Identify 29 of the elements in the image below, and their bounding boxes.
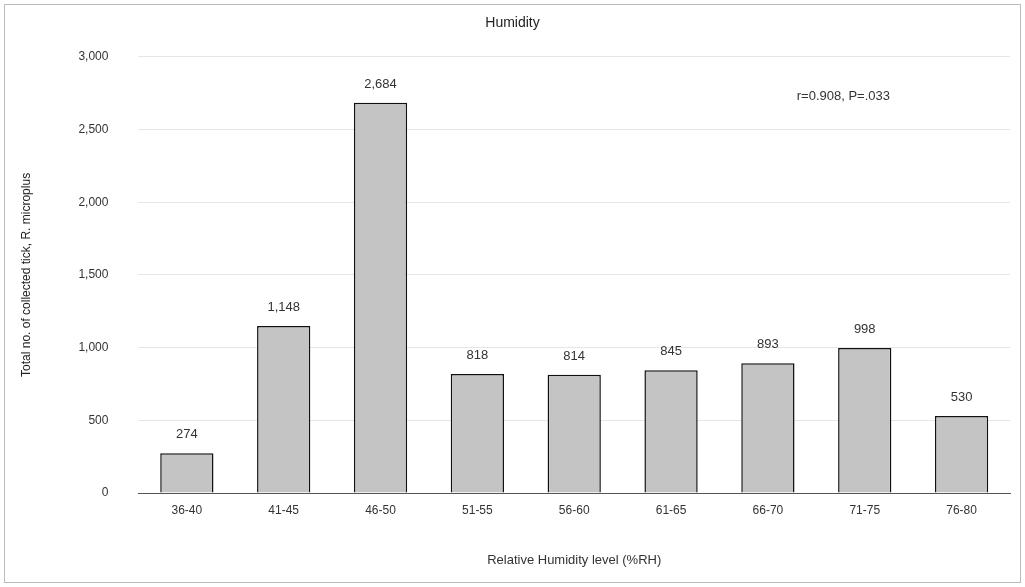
x-tick-label: 56-60 <box>558 502 590 517</box>
data-label: 845 <box>660 343 682 359</box>
y-tick-label: 2,000 <box>78 194 109 209</box>
x-tick-label: 71-75 <box>849 502 881 517</box>
data-label: 2,684 <box>364 75 397 91</box>
y-tick-label: 1,500 <box>78 267 109 282</box>
x-tick-label: 76-80 <box>946 502 978 517</box>
annotation: r=0.908, P=.033 <box>796 88 890 104</box>
data-label: 814 <box>563 347 586 363</box>
y-tick-label: 0 <box>101 485 109 500</box>
x-axis-title: Relative Humidity level (%RH) <box>487 551 662 567</box>
data-label: 818 <box>466 347 489 363</box>
data-label: 530 <box>950 389 973 405</box>
data-label: 1,148 <box>267 299 300 315</box>
data-label: 893 <box>757 336 779 352</box>
chart-title: Humidity <box>485 14 540 31</box>
x-tick-label: 46-50 <box>365 502 397 517</box>
y-tick-label: 1,000 <box>78 339 109 354</box>
data-label: 274 <box>176 426 198 442</box>
x-tick-label: 51-55 <box>462 502 494 517</box>
data-label: 998 <box>853 320 876 336</box>
x-tick-label: 36-40 <box>171 502 203 517</box>
x-tick-label: 61-65 <box>655 502 687 517</box>
y-tick-label: 2,500 <box>78 121 109 136</box>
x-tick-label: 41-45 <box>268 502 300 517</box>
x-tick-label: 66-70 <box>752 502 784 517</box>
y-axis-title: Total no. of collected tick, R. microplus <box>18 172 33 377</box>
y-tick-label: 500 <box>88 412 109 427</box>
y-tick-label: 3,000 <box>78 49 109 64</box>
